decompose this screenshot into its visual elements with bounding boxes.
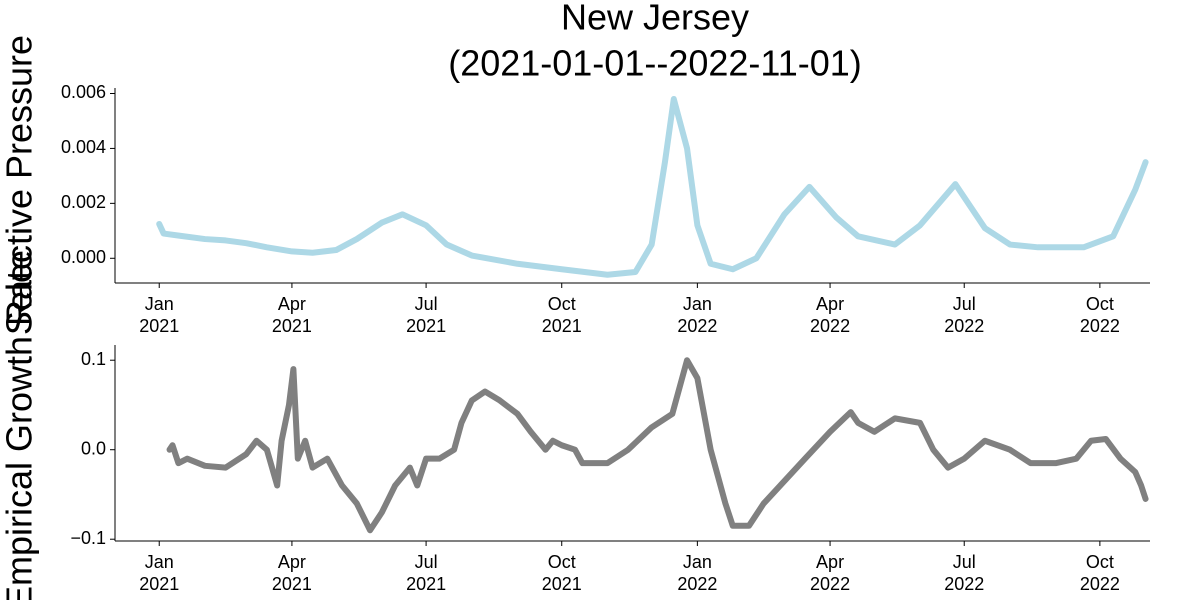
x-tick-label: Jan	[683, 294, 712, 314]
x-tick-label: Oct	[1086, 552, 1114, 572]
x-tick-label: Apr	[278, 552, 306, 572]
y-axis-label: Selective Pressure	[0, 35, 40, 335]
x-tick-label: Jan	[145, 294, 174, 314]
x-tick-label: Jan	[145, 552, 174, 572]
y-tick-label: −0.1	[70, 528, 106, 548]
x-tick-label: Jul	[953, 552, 976, 572]
x-tick-label: 2021	[272, 316, 312, 336]
x-tick-label: 2021	[542, 316, 582, 336]
y-tick-label: 0.006	[61, 82, 106, 102]
x-tick-label: Jul	[953, 294, 976, 314]
x-tick-label: 2021	[139, 574, 179, 594]
x-tick-label: Oct	[548, 294, 576, 314]
chart-subtitle: (2021-01-01--2022-11-01)	[448, 43, 862, 84]
data-line	[166, 357, 1149, 534]
chart-title: New Jersey	[561, 0, 749, 38]
x-tick-label: Apr	[816, 294, 844, 314]
x-tick-label: Jul	[415, 552, 438, 572]
y-tick-label: 0.004	[61, 137, 106, 157]
x-tick-label: 2022	[810, 574, 850, 594]
x-tick-label: Apr	[278, 294, 306, 314]
y-tick-label: 0.1	[81, 349, 106, 369]
x-tick-label: 2022	[1080, 316, 1120, 336]
y-axis-label: Empirical Growth Rate	[0, 250, 40, 600]
x-tick-label: 2022	[1080, 574, 1120, 594]
x-tick-label: 2021	[542, 574, 582, 594]
x-tick-label: Oct	[1086, 294, 1114, 314]
y-tick-label: 0.000	[61, 247, 106, 267]
x-tick-label: 2022	[944, 316, 984, 336]
x-tick-label: Jul	[415, 294, 438, 314]
y-tick-label: 0.002	[61, 192, 106, 212]
x-tick-label: 2021	[406, 316, 446, 336]
x-tick-label: Oct	[548, 552, 576, 572]
x-tick-label: 2021	[272, 574, 312, 594]
x-tick-label: 2022	[944, 574, 984, 594]
x-tick-label: 2022	[810, 316, 850, 336]
x-tick-label: 2021	[139, 316, 179, 336]
x-tick-label: 2022	[677, 574, 717, 594]
x-tick-label: 2022	[677, 316, 717, 336]
x-tick-label: Jan	[683, 552, 712, 572]
y-tick-label: 0.0	[81, 438, 106, 458]
x-tick-label: Apr	[816, 552, 844, 572]
data-line	[156, 95, 1149, 278]
x-tick-label: 2021	[406, 574, 446, 594]
